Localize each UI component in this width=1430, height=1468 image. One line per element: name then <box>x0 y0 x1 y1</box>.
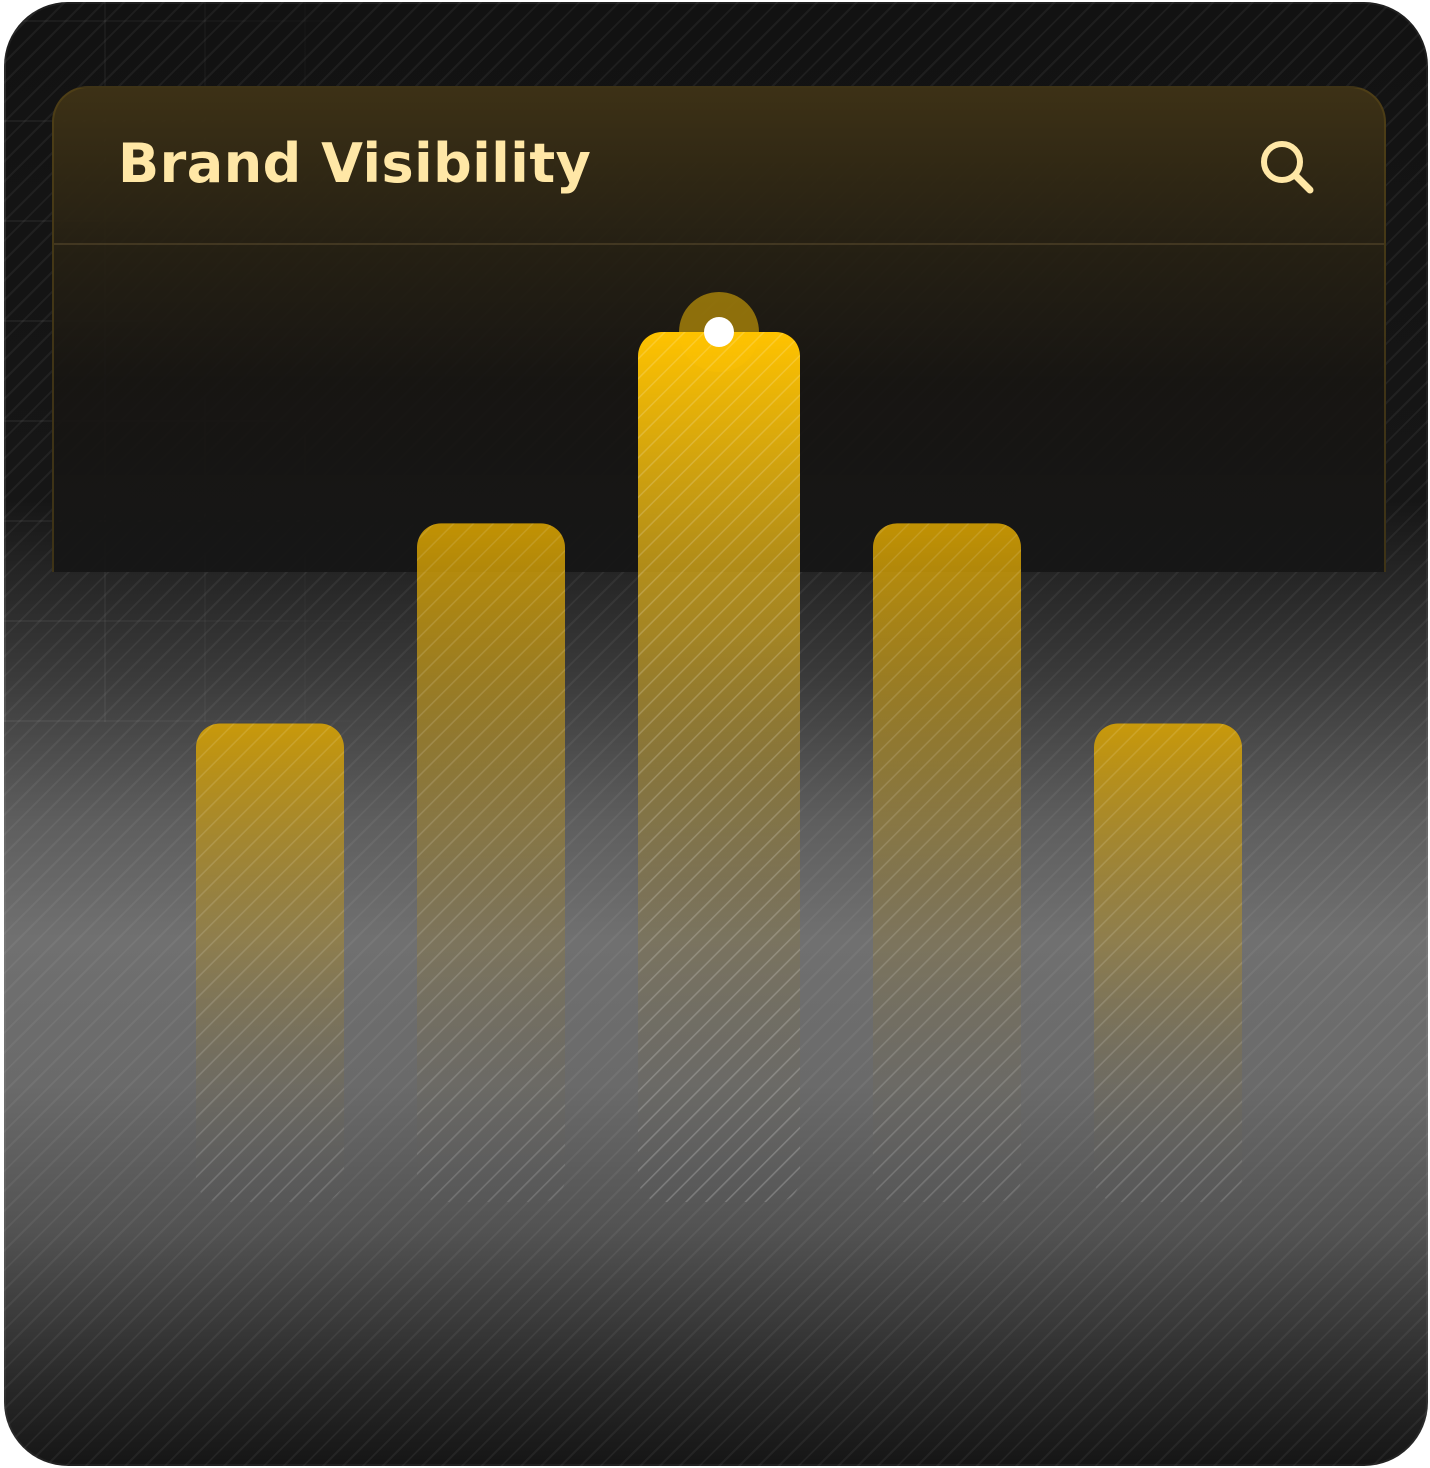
search-icon <box>1261 141 1314 194</box>
bar-4-hatch <box>873 523 1021 1202</box>
bar-2-hatch <box>417 523 565 1202</box>
highlight-marker <box>704 317 734 347</box>
bar-3-hatch <box>638 332 800 1202</box>
card-title: Brand Visibility <box>118 132 592 195</box>
brand-visibility-card: Brand Visibility <box>4 2 1428 1466</box>
search-button[interactable] <box>1252 132 1324 204</box>
bar-5-hatch <box>1094 723 1242 1202</box>
bar-1-hatch <box>196 723 344 1202</box>
header-divider <box>54 243 1384 245</box>
bar-chart <box>196 292 1242 1202</box>
